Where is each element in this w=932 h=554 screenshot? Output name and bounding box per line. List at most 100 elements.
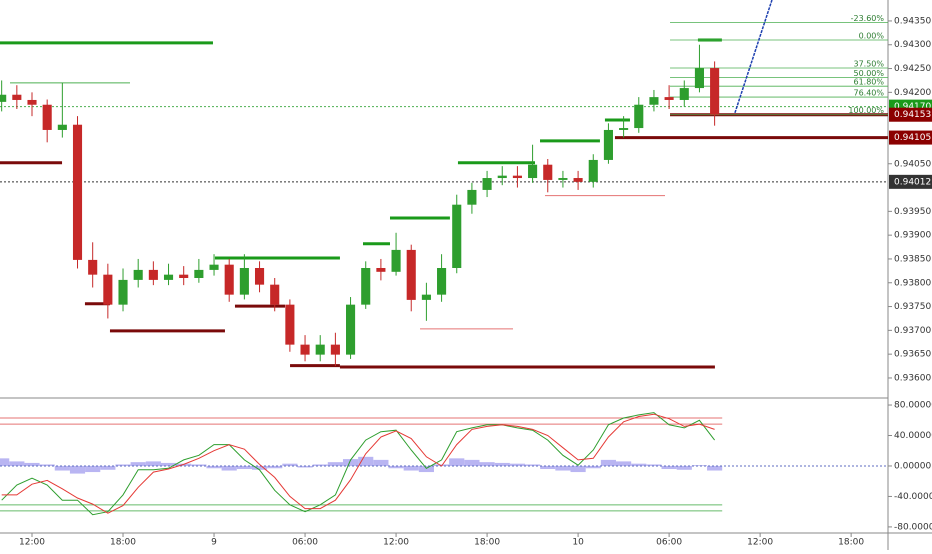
price-tag-label: 0.94012	[894, 177, 931, 187]
candle-body	[482, 178, 492, 190]
histogram-bar	[540, 465, 556, 470]
y-tick-label: 0.93950	[894, 207, 931, 217]
x-tick-label: 18:00	[110, 538, 136, 548]
candle-body	[391, 249, 401, 272]
histogram-bar	[297, 465, 313, 468]
fib-label: 100.00%	[848, 106, 884, 115]
candle-body	[163, 274, 174, 280]
y-tick-label: 0.94300	[894, 40, 931, 50]
y-tick-label: 0.93650	[894, 350, 931, 360]
candle-body	[603, 129, 613, 160]
candle-body	[118, 279, 128, 305]
histogram-bar	[676, 465, 692, 470]
candle-body	[72, 124, 83, 260]
candle-body	[194, 269, 204, 278]
histogram-bar	[221, 465, 237, 471]
y-tick-label: 0.93600	[894, 373, 931, 383]
histogram-bar	[525, 464, 541, 466]
histogram-bar	[85, 465, 101, 473]
indicator-tick-label: 0.00000	[894, 461, 931, 471]
y-tick-label: 0.93800	[894, 278, 931, 288]
candle-body	[361, 267, 371, 305]
histogram-bar	[373, 459, 389, 466]
candle-body	[300, 344, 310, 355]
fib-label: -23.60%	[851, 14, 885, 23]
x-tick-label: 06:00	[292, 538, 318, 548]
histogram-bar	[464, 459, 480, 466]
x-tick-label: 12:00	[19, 538, 45, 548]
histogram-bar	[479, 462, 495, 466]
candle-body	[406, 249, 416, 300]
fib-label: 0.00%	[859, 31, 885, 40]
candle-body	[588, 159, 598, 182]
candle-body	[285, 304, 295, 345]
trend-line	[734, 0, 773, 114]
candle-body	[497, 175, 507, 179]
histogram-bar	[251, 465, 268, 470]
indicator-tick-label: -40.00000	[894, 492, 932, 502]
histogram-bar	[312, 464, 328, 466]
histogram-bar	[570, 465, 586, 473]
histogram-bar	[115, 464, 131, 466]
candle-body	[467, 189, 477, 205]
candle-body	[664, 97, 674, 100]
candle-body	[42, 104, 52, 130]
candle-body	[88, 259, 98, 275]
candle-body	[57, 124, 67, 130]
histogram-bar	[342, 459, 359, 466]
candle-body	[543, 164, 553, 180]
histogram-bar	[206, 465, 222, 469]
histogram-bar	[707, 465, 723, 471]
histogram-bar	[130, 462, 146, 466]
candle-body	[512, 175, 522, 179]
candle-body	[224, 264, 234, 295]
candle-body	[437, 267, 447, 295]
candle-body	[573, 178, 583, 182]
candle-body	[558, 178, 568, 180]
fib-label: 76.40%	[853, 89, 884, 98]
histogram-bar	[691, 465, 708, 466]
indicator-tick-label: 40.00000	[894, 431, 932, 441]
histogram-bar	[191, 464, 207, 466]
histogram-bar	[449, 458, 465, 466]
fib-label: 50.00%	[853, 69, 884, 78]
candle-body	[270, 284, 280, 305]
y-tick-label: 0.94250	[894, 64, 931, 74]
histogram-bar	[403, 465, 419, 471]
histogram-bar	[282, 463, 298, 466]
candle-body	[254, 267, 265, 285]
candle-body	[209, 264, 219, 270]
candle-body	[27, 99, 37, 105]
candle-body	[634, 104, 644, 129]
histogram-bar	[418, 465, 434, 473]
price-tag	[889, 130, 932, 145]
histogram-bar	[600, 459, 617, 466]
indicator-tick-label: -80.00000	[894, 522, 932, 532]
histogram-bar	[616, 461, 632, 466]
histogram-bar	[585, 465, 601, 469]
histogram-bar	[145, 461, 161, 466]
histogram-bar	[509, 463, 526, 466]
candle-body	[133, 269, 143, 280]
histogram-bar	[358, 456, 374, 466]
price-tag-label: 0.94170	[894, 102, 931, 112]
candle-body	[452, 204, 462, 268]
x-tick-label: 18:00	[474, 538, 500, 548]
indicator-line	[1, 412, 715, 516]
histogram-bar	[236, 465, 252, 470]
candle-body	[148, 269, 158, 280]
histogram-bar	[646, 464, 662, 466]
histogram-bar	[327, 462, 343, 466]
histogram-bar	[69, 465, 86, 474]
histogram-bar	[494, 462, 510, 466]
y-tick-label: 0.93850	[894, 254, 931, 264]
x-tick-label: 12:00	[747, 538, 773, 548]
candle-body	[330, 344, 340, 355]
candle-body	[710, 68, 720, 115]
y-tick-label: 0.94200	[894, 88, 931, 98]
candle-body	[103, 274, 113, 305]
candle-body	[12, 94, 22, 100]
candle-body	[239, 267, 249, 295]
candle-body	[179, 274, 189, 278]
candle-body	[376, 267, 386, 272]
